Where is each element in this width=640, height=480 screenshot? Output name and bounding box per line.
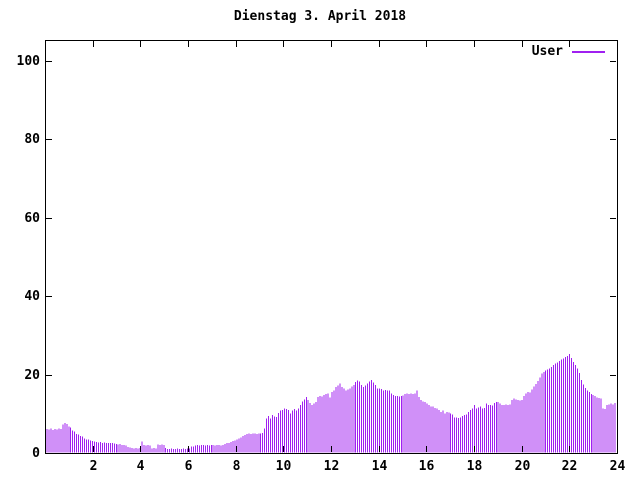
impulse-bars	[46, 353, 616, 453]
plot-border	[45, 40, 618, 454]
y-tick-label: 60	[24, 210, 40, 226]
legend-user-label: User	[531, 44, 563, 59]
legend-user-line-swatch	[572, 51, 605, 53]
y-tick-label: 20	[24, 367, 40, 383]
x-tick-label: 8	[232, 459, 241, 474]
x-tick-label: 22	[561, 459, 578, 474]
x-tick-label: 16	[418, 459, 435, 474]
x-tick-label: 6	[184, 459, 193, 474]
y-tick-label: 40	[24, 288, 40, 304]
x-tick-label: 12	[323, 459, 340, 474]
y-tick-label: 0	[32, 445, 40, 461]
chart-title: Dienstag 3. April 2018	[233, 9, 407, 24]
axis-ticks	[46, 41, 618, 454]
x-tick-label: 10	[275, 459, 292, 474]
x-tick-label: 4	[136, 459, 145, 474]
x-tick-label: 2	[89, 459, 98, 474]
x-tick-label: 14	[371, 459, 388, 474]
y-tick-label: 100	[16, 53, 40, 69]
x-tick-label: 24	[609, 459, 626, 474]
x-tick-label: 20	[514, 459, 531, 474]
x-tick-label: 18	[466, 459, 483, 474]
y-tick-label: 80	[24, 131, 40, 147]
